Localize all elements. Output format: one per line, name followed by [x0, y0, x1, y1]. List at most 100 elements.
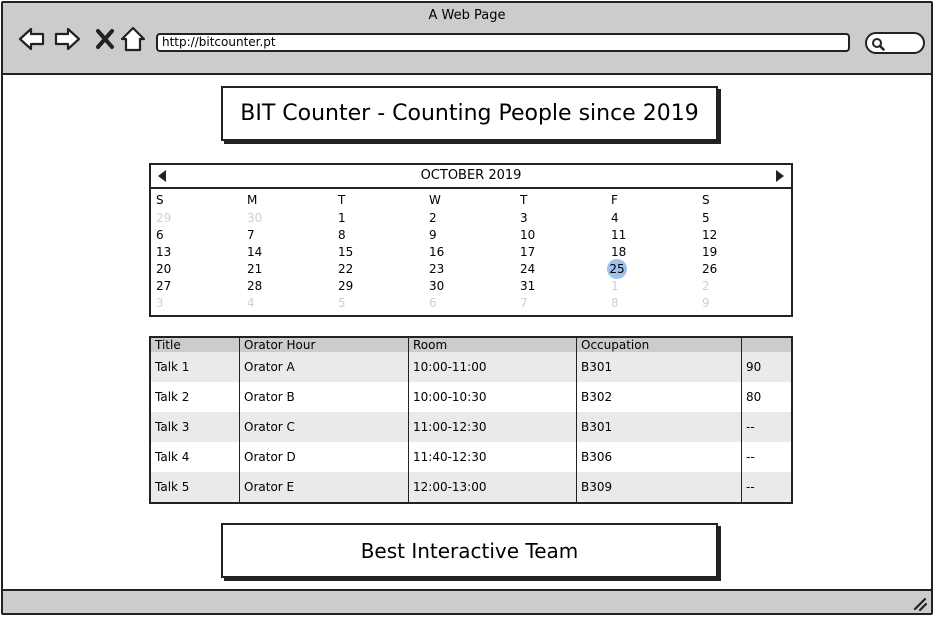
calendar-day[interactable]: 29 — [156, 211, 172, 225]
next-month-icon[interactable] — [774, 169, 786, 183]
table-cell: Talk 5 — [150, 472, 240, 503]
prev-month-icon[interactable] — [156, 169, 168, 183]
calendar[interactable]: OCTOBER 2019 S M T W T F S 29 30 1 2 3 4 5 6 7 8 9 10 11 12 1… — [149, 163, 793, 317]
column-header — [741, 337, 792, 352]
table-header-row: Title Orator Hour Room Occupation — [150, 337, 792, 352]
table-row[interactable]: Talk 4 Orator D 11:40-12:30 B306 -- — [150, 442, 792, 472]
table-cell: B302 — [576, 382, 742, 412]
table-cell: 80 — [746, 390, 762, 404]
table-cell: Orator B — [239, 382, 409, 412]
resize-grip-icon[interactable] — [911, 595, 927, 611]
table-cell: -- — [741, 412, 792, 442]
calendar-day[interactable]: 30 — [247, 211, 263, 225]
calendar-day[interactable]: 25 — [607, 259, 627, 279]
calendar-day[interactable]: 29 — [338, 279, 354, 293]
browser-toolbar: A Web Page http://bitcounter.pt — [3, 3, 931, 75]
back-arrow-icon[interactable] — [17, 25, 45, 53]
calendar-day[interactable]: 12 — [702, 228, 718, 242]
calendar-day[interactable]: 6 — [156, 228, 164, 242]
status-bar — [3, 589, 931, 613]
calendar-day[interactable]: 20 — [156, 262, 172, 276]
table-cell: 10:00-11:00 — [408, 352, 577, 382]
calendar-day[interactable]: 13 — [156, 245, 172, 259]
table-cell: 11:00-12:30 — [408, 412, 577, 442]
calendar-day[interactable]: 16 — [429, 245, 445, 259]
calendar-day[interactable]: 19 — [702, 245, 718, 259]
search-icon — [872, 38, 885, 51]
table-cell: Talk 1 — [150, 352, 240, 382]
table-row[interactable]: Talk 5 Orator E 12:00-13:00 B309 -- — [150, 472, 792, 503]
table-cell: 90 — [741, 352, 792, 382]
home-icon[interactable] — [119, 25, 147, 53]
calendar-day[interactable]: 9 — [429, 228, 437, 242]
column-header: Occupation — [576, 337, 742, 352]
page-title: BIT Counter - Counting People since 2019 — [221, 86, 718, 141]
table-cell: 12:00-13:00 — [408, 472, 577, 503]
calendar-day[interactable]: 8 — [338, 228, 346, 242]
calendar-day[interactable]: 3 — [156, 296, 164, 310]
table-cell: Talk 3 — [150, 412, 240, 442]
table-cell: 11:40-12:30 — [408, 442, 577, 472]
calendar-day[interactable]: 2 — [702, 279, 710, 293]
calendar-day[interactable]: 3 — [520, 211, 528, 225]
calendar-day[interactable]: 7 — [520, 296, 528, 310]
url-input[interactable]: http://bitcounter.pt — [156, 33, 850, 52]
calendar-weekday: M — [247, 193, 258, 207]
calendar-day[interactable]: 15 — [338, 245, 354, 259]
table-cell: -- — [741, 472, 792, 503]
table-row[interactable]: Talk 3 Orator C 11:00-12:30 B301 -- — [150, 412, 792, 442]
calendar-weekday: T — [338, 193, 346, 207]
forward-arrow-icon[interactable] — [54, 25, 82, 53]
talks-table: Title Orator Hour Room Occupation Talk 1… — [149, 336, 793, 504]
close-icon[interactable] — [91, 25, 119, 53]
calendar-weekday: F — [611, 193, 618, 207]
table-cell: -- — [746, 450, 755, 464]
calendar-weekday: W — [429, 193, 441, 207]
table-cell: B301 — [576, 352, 742, 382]
table-row[interactable]: Talk 2 Orator B 10:00-10:30 B302 80 — [150, 382, 792, 412]
calendar-weekday: S — [702, 193, 710, 207]
window-title: A Web Page — [428, 8, 506, 23]
search-box[interactable] — [865, 32, 925, 54]
calendar-day[interactable]: 30 — [429, 279, 445, 293]
column-header: Title — [150, 337, 240, 352]
calendar-day[interactable]: 10 — [520, 228, 536, 242]
table-cell: B306 — [576, 442, 742, 472]
calendar-day[interactable]: 5 — [338, 296, 346, 310]
calendar-weekday: T — [520, 193, 528, 207]
calendar-day[interactable]: 24 — [520, 262, 536, 276]
calendar-day[interactable]: 2 — [429, 211, 437, 225]
calendar-day[interactable]: 17 — [520, 245, 536, 259]
calendar-day[interactable]: 1 — [611, 279, 619, 293]
calendar-day[interactable]: 7 — [247, 228, 255, 242]
table-cell: Talk 2 — [150, 382, 240, 412]
calendar-day[interactable]: 18 — [611, 245, 627, 259]
table-cell: B309 — [576, 472, 742, 503]
calendar-day[interactable]: 8 — [611, 296, 619, 310]
calendar-day[interactable]: 26 — [702, 262, 718, 276]
calendar-day[interactable]: 21 — [247, 262, 263, 276]
calendar-day[interactable]: 31 — [520, 279, 536, 293]
calendar-day[interactable]: 1 — [338, 211, 346, 225]
calendar-day[interactable]: 6 — [429, 296, 437, 310]
column-header: Room — [408, 337, 577, 352]
table-cell: Orator D — [239, 442, 409, 472]
calendar-day[interactable]: 23 — [429, 262, 445, 276]
table-cell: Orator A — [239, 352, 409, 382]
column-header: Orator Hour — [239, 337, 409, 352]
table-row[interactable]: Talk 1 Orator A 10:00-11:00 B301 90 — [150, 352, 792, 382]
calendar-day[interactable]: 4 — [247, 296, 255, 310]
calendar-day[interactable]: 14 — [247, 245, 263, 259]
calendar-day[interactable]: 11 — [611, 228, 627, 242]
table-cell: B301 — [576, 412, 742, 442]
calendar-day[interactable]: 5 — [702, 211, 710, 225]
table-cell: Orator E — [239, 472, 409, 503]
calendar-day[interactable]: 28 — [247, 279, 263, 293]
calendar-day[interactable]: 4 — [611, 211, 619, 225]
table-cell: Orator C — [239, 412, 409, 442]
calendar-day[interactable]: 9 — [702, 296, 710, 310]
calendar-day[interactable]: 22 — [338, 262, 354, 276]
calendar-month-label: OCTOBER 2019 — [420, 168, 522, 183]
calendar-day[interactable]: 27 — [156, 279, 172, 293]
